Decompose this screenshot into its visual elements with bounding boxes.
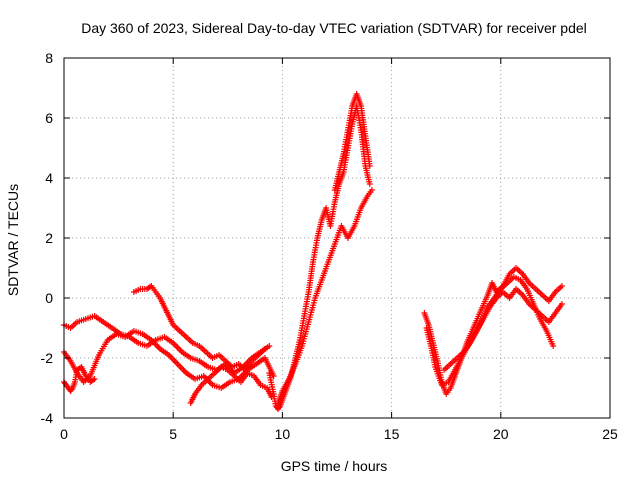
y-tick-label: 4 xyxy=(45,170,53,186)
series-seg-peak xyxy=(331,91,373,193)
data-point xyxy=(550,343,557,349)
axis-ticks: 0 5 10 15 20 25 -4 -2 0 2 4 6 8 xyxy=(41,50,618,442)
series-seg-hump xyxy=(130,283,268,373)
x-tick-label: 10 xyxy=(275,426,291,442)
series-seg-early-lower xyxy=(61,328,277,391)
y-tick-label: -2 xyxy=(41,350,54,366)
y-axis-label: SDTVAR / TECUs xyxy=(5,184,21,296)
x-tick-label: 5 xyxy=(169,426,177,442)
data-point xyxy=(91,376,98,382)
x-tick-label: 25 xyxy=(602,426,618,442)
series-seg-start-dip xyxy=(61,364,98,394)
data-point xyxy=(366,181,373,187)
y-tick-label: -4 xyxy=(41,410,54,426)
y-tick-label: 6 xyxy=(45,110,53,126)
data-point xyxy=(366,163,373,169)
data-point xyxy=(558,301,565,307)
x-tick-label: 0 xyxy=(60,426,68,442)
series-seg-trough-rise xyxy=(266,103,373,412)
y-tick-label: 8 xyxy=(45,50,53,66)
data-marks xyxy=(61,91,565,412)
data-point xyxy=(266,343,273,349)
series-seg-evening-a xyxy=(421,265,565,397)
data-point xyxy=(270,373,277,379)
series-seg-descent xyxy=(187,364,275,406)
data-point xyxy=(261,346,268,352)
y-tick-label: 2 xyxy=(45,230,53,246)
x-tick-label: 20 xyxy=(493,426,509,442)
data-point xyxy=(368,187,375,193)
chart-title: Day 360 of 2023, Sidereal Day-to-day VTE… xyxy=(81,20,587,36)
x-axis-label: GPS time / hours xyxy=(281,458,388,474)
y-tick-label: 0 xyxy=(45,290,53,306)
series-seg-late-lower xyxy=(275,187,375,406)
data-point xyxy=(558,283,565,289)
series-seg-evening-c xyxy=(441,286,565,373)
x-tick-label: 15 xyxy=(384,426,400,442)
